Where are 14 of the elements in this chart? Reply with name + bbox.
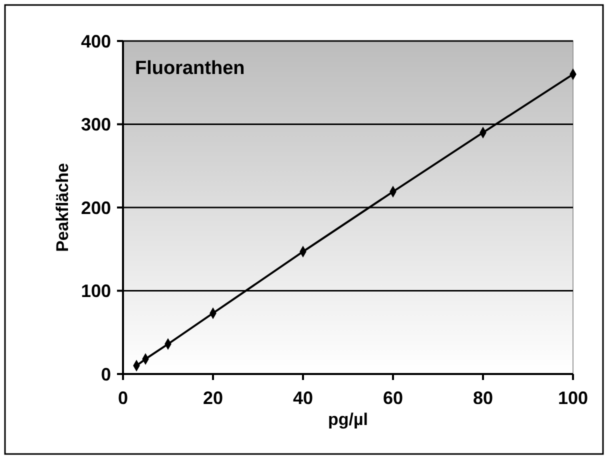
x-tick-label: 60 <box>382 388 404 408</box>
x-tick-label: 80 <box>472 388 494 408</box>
x-tick-label: 100 <box>558 388 588 408</box>
x-tick-label: 40 <box>292 388 314 408</box>
y-tick-label: 200 <box>80 198 111 218</box>
y-tick-label: 300 <box>80 114 111 135</box>
y-tick-label: 400 <box>80 31 111 52</box>
text: Fluoranthen <box>135 58 245 79</box>
y-tick-label: 100 <box>80 281 111 302</box>
x-tick-label: 0 <box>118 388 128 408</box>
x-tick-label: 20 <box>202 388 224 408</box>
y-axis-title: Peakfläche <box>53 163 72 252</box>
y-tick-label: 0 <box>100 364 111 384</box>
x-axis-title: pg/µl <box>328 410 368 429</box>
